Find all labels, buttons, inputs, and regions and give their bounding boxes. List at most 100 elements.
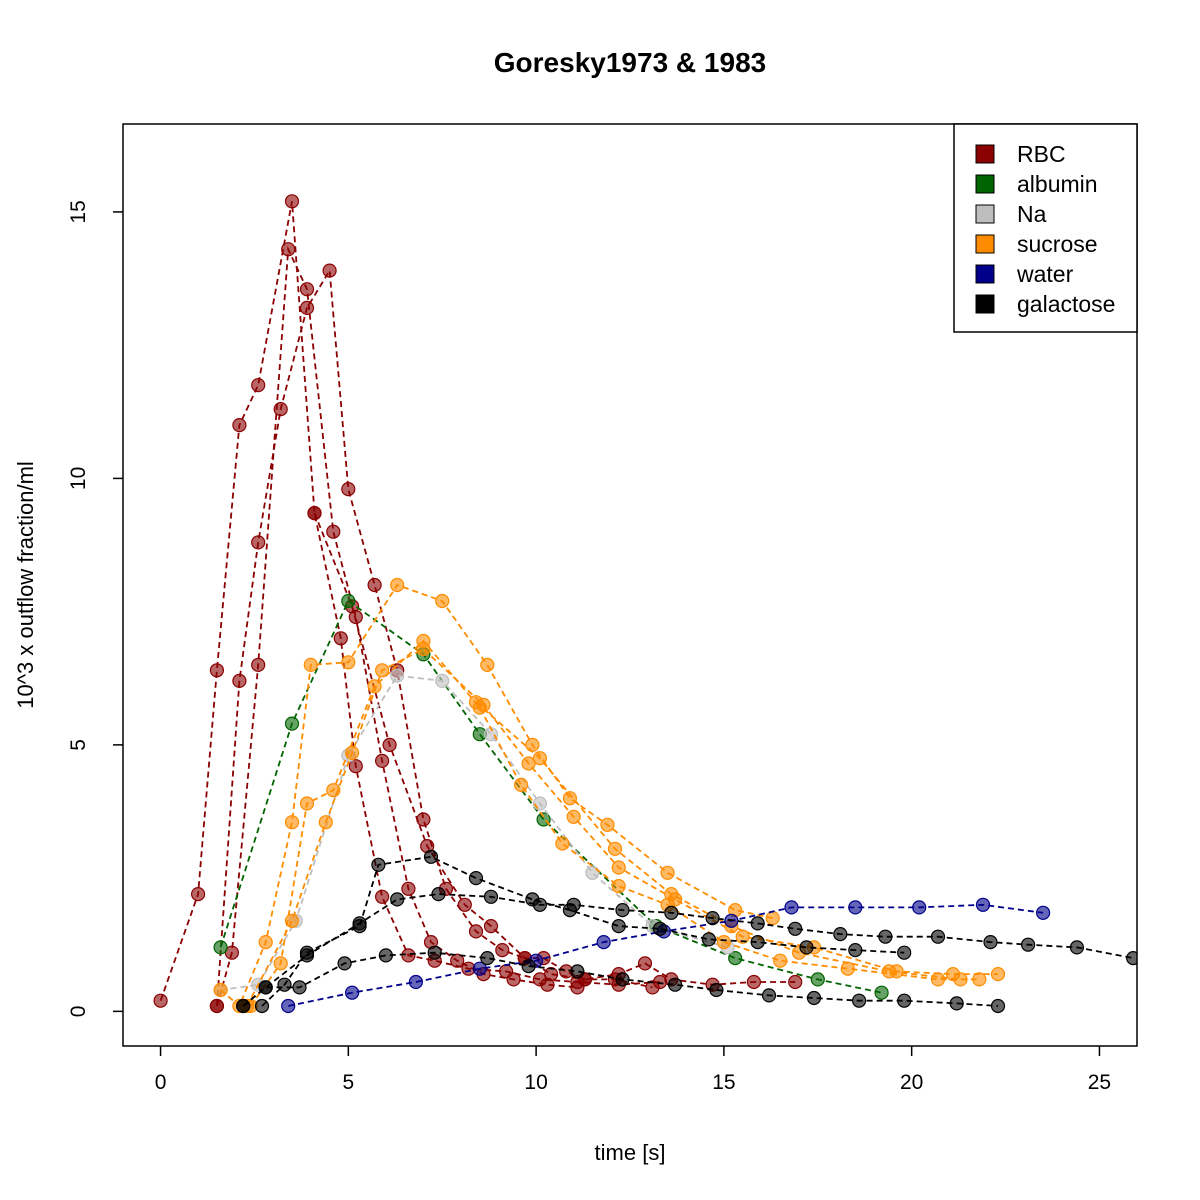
data-point [299, 282, 315, 297]
series-sucrose-6 [213, 577, 780, 1014]
data-point [615, 902, 630, 918]
x-tick-label: 25 [1088, 1071, 1111, 1094]
data-point [596, 934, 611, 950]
data-point [566, 809, 581, 824]
data-point [788, 974, 803, 990]
data-point [299, 300, 315, 315]
data-point [874, 985, 889, 1000]
data-point [284, 716, 300, 731]
data-point [326, 524, 341, 539]
data-point [281, 998, 296, 1014]
data-point [375, 753, 390, 769]
data-point [435, 593, 450, 609]
data-point [375, 663, 390, 678]
data-point [930, 972, 946, 987]
data-point [611, 860, 626, 875]
series-line [242, 951, 999, 1007]
data-point [1069, 940, 1085, 955]
data-point [532, 796, 548, 811]
data-point [562, 902, 578, 918]
data-point [416, 812, 431, 827]
data-point [897, 945, 912, 960]
data-layer [153, 194, 1137, 1014]
data-point [709, 982, 724, 998]
data-point [667, 977, 683, 992]
data-point [750, 934, 765, 950]
data-point [513, 777, 529, 793]
legend: RBC albumin Na sucrose water galactose [953, 123, 1138, 333]
axes: 0 5 10 15 20 25 0 5 10 15 [67, 200, 1111, 1094]
x-axis-label: time [s] [595, 1140, 666, 1165]
series-line [475, 701, 961, 981]
data-point [652, 921, 668, 936]
data-point [983, 934, 998, 950]
data-point [416, 641, 431, 657]
data-point [799, 940, 814, 955]
legend-swatch [975, 264, 995, 284]
legend-label: RBC [1017, 141, 1066, 167]
data-point [525, 892, 540, 907]
data-point [990, 966, 1006, 982]
x-tick-label: 10 [524, 1071, 547, 1094]
data-point [990, 998, 1006, 1014]
data-point [390, 668, 405, 683]
data-point [664, 886, 679, 902]
data-point [390, 892, 405, 907]
data-point [345, 745, 360, 761]
legend-swatch [975, 204, 995, 224]
data-point [765, 910, 780, 926]
data-point [930, 929, 946, 944]
data-point [1126, 951, 1137, 966]
legend-label: water [1016, 261, 1074, 287]
data-point [728, 950, 743, 966]
data-point [318, 815, 333, 830]
series-line [249, 639, 980, 1007]
data-point [506, 972, 521, 987]
data-point [299, 945, 315, 960]
data-point [284, 913, 300, 928]
data-point [878, 929, 893, 944]
data-point [258, 980, 273, 995]
data-point [521, 958, 536, 974]
data-point [746, 974, 762, 990]
series-line [313, 512, 796, 986]
data-point [953, 972, 968, 987]
data-point [431, 886, 446, 902]
data-point [543, 966, 559, 982]
data-point [401, 881, 416, 896]
data-point [1035, 905, 1051, 920]
data-point [348, 759, 363, 774]
data-point [472, 961, 487, 976]
data-point [784, 900, 799, 915]
series-sucrose-7 [243, 633, 987, 1014]
series-line [246, 647, 998, 1007]
legend-label: sucrose [1017, 231, 1098, 257]
x-tick-label: 20 [900, 1071, 923, 1094]
data-point [236, 998, 251, 1014]
data-point [435, 673, 450, 689]
data-point [341, 482, 356, 497]
data-point [975, 897, 991, 912]
data-point [468, 924, 484, 939]
data-point [273, 402, 288, 417]
data-point [273, 956, 288, 971]
data-point [277, 977, 292, 992]
data-point [495, 942, 510, 958]
data-point [367, 679, 382, 694]
data-point [345, 985, 360, 1000]
y-axis-label: 10^3 x outflow fraction/ml [13, 461, 38, 709]
data-point [191, 886, 206, 902]
data-point [806, 990, 822, 1006]
data-point [833, 926, 848, 942]
data-point [333, 631, 348, 646]
x-tick-label: 0 [155, 1071, 167, 1094]
data-point [281, 242, 296, 257]
data-point [213, 982, 228, 998]
x-tick-label: 15 [712, 1071, 735, 1094]
data-point [284, 194, 300, 209]
data-point [468, 870, 484, 886]
data-point [810, 972, 825, 987]
legend-items: RBC albumin Na sucrose water galactose [975, 141, 1115, 317]
data-point [371, 857, 386, 872]
